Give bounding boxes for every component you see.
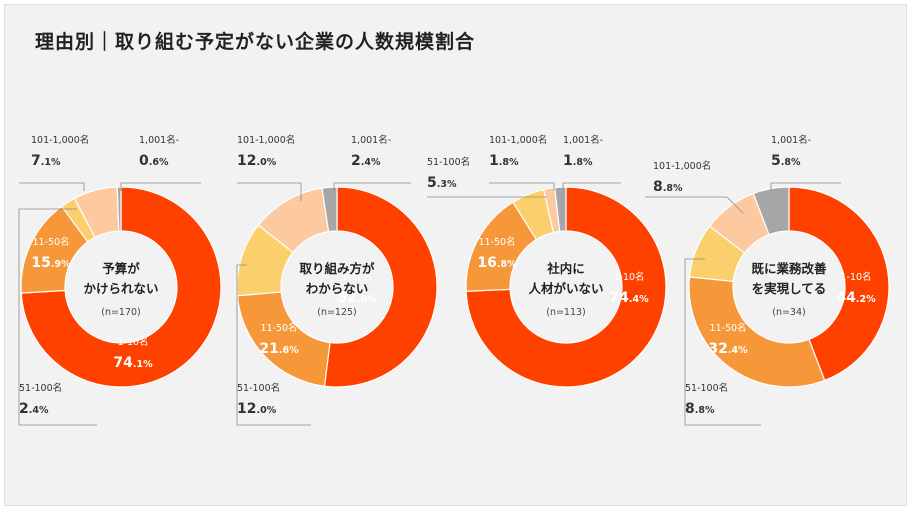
- category-label: 101-1,000名: [489, 134, 547, 146]
- page-title: 理由別｜取り組む予定がない企業の人数規模割合: [35, 31, 476, 53]
- category-label: 101-1,000名: [653, 160, 711, 172]
- category-label: 1,001名-: [563, 134, 603, 146]
- value-label: 2.4%: [351, 153, 381, 169]
- center-title: 取り組み方が: [299, 261, 375, 276]
- sample-size: (n=125): [317, 307, 357, 318]
- sample-size: (n=113): [546, 307, 586, 318]
- category-label: 1,001名-: [139, 134, 179, 146]
- category-label: 1-10名: [117, 336, 148, 348]
- donut-chart-2: 1-10名 52.0% 11-50名 21.6% 51-100名 12.0% 101-1,0…: [236, 134, 438, 426]
- donut-chart-1: 1-10名 74.1% 11-50名 15.9% 51-100名 2.4% 101-1,00…: [18, 134, 222, 426]
- leader-line: [237, 182, 302, 201]
- category-label: 51-100名: [19, 382, 62, 394]
- leader-line: [120, 182, 201, 191]
- center-title: かけられない: [83, 281, 158, 296]
- category-label: 1-10名: [341, 271, 372, 283]
- value-label: 8.8%: [653, 179, 683, 195]
- leader-line: [236, 264, 311, 426]
- category-label: 11-50名: [478, 236, 515, 248]
- slice-1-10名: [465, 186, 667, 388]
- value-label: 44.2%: [836, 290, 876, 306]
- chart-panel: 理由別｜取り組む予定がない企業の人数規模割合 1-10名 74.1% 11-50名 1…: [4, 4, 907, 506]
- value-label: 2.4%: [19, 401, 49, 417]
- slice-1,001名-: [116, 186, 122, 232]
- center-title: 既に業務改善: [751, 261, 827, 276]
- category-label: 1,001名-: [771, 134, 811, 146]
- category-label: 11-50名: [260, 322, 297, 334]
- category-label: 11-50名: [709, 322, 746, 334]
- leader-line: [684, 258, 761, 426]
- value-label: 15.9%: [31, 255, 71, 271]
- category-label: 1-10名: [613, 271, 644, 283]
- slice-11-50名: [688, 276, 826, 388]
- leader-line: [645, 196, 744, 214]
- value-label: 5.3%: [427, 175, 457, 191]
- sample-size: (n=34): [772, 307, 805, 318]
- category-label: 11-50名: [32, 236, 69, 248]
- category-label: 101-1,000名: [31, 134, 89, 146]
- value-label: 21.6%: [259, 341, 299, 357]
- leader-line: [489, 182, 555, 191]
- value-label: 52.0%: [337, 290, 377, 306]
- leader-line: [19, 182, 85, 191]
- center-title: 人材がいない: [528, 281, 603, 296]
- leader-line: [562, 182, 621, 191]
- center-title: わからない: [306, 281, 369, 296]
- category-label: 51-100名: [427, 156, 470, 168]
- value-label: 7.1%: [31, 153, 61, 169]
- donut-charts: 1-10名 74.1% 11-50名 15.9% 51-100名 2.4% 101-1,00…: [18, 134, 890, 426]
- slice-1,001名-: [554, 186, 567, 233]
- value-label: 8.8%: [685, 401, 715, 417]
- value-label: 1.8%: [563, 153, 593, 169]
- slice-1,001名-: [752, 186, 790, 236]
- value-label: 12.0%: [237, 153, 277, 169]
- sample-size: (n=170): [101, 307, 141, 318]
- slice-1,001名-: [321, 186, 338, 233]
- slice-11-50名: [236, 291, 331, 387]
- value-label: 74.1%: [113, 355, 153, 371]
- category-label: 1-10名: [840, 271, 871, 283]
- donut-chart-4: 1-10名 44.2% 11-50名 32.4% 51-100名 8.8% 101-1,00…: [645, 134, 890, 426]
- category-label: 51-100名: [685, 382, 728, 394]
- slice-1-10名: [20, 186, 222, 388]
- category-label: 101-1,000名: [237, 134, 295, 146]
- center-title: 予算が: [102, 261, 140, 276]
- leader-line: [770, 182, 841, 191]
- category-label: 1,001名-: [351, 134, 391, 146]
- center-title: 社内に: [546, 261, 585, 276]
- value-label: 1.8%: [489, 153, 519, 169]
- value-label: 0.6%: [139, 153, 169, 169]
- slice-1-10名: [323, 186, 438, 388]
- category-label: 51-100名: [237, 382, 280, 394]
- center-title: を実現してる: [752, 281, 827, 296]
- value-label: 74.4%: [609, 290, 649, 306]
- value-label: 16.8%: [477, 255, 517, 271]
- leader-line: [333, 182, 411, 191]
- slice-1-10名: [788, 186, 890, 382]
- leader-line: [18, 208, 97, 426]
- value-label: 32.4%: [708, 341, 748, 357]
- value-label: 5.8%: [771, 153, 801, 169]
- donut-chart-3: 1-10名 74.4% 11-50名 16.8% 51-100名 5.3% 101-1,00…: [427, 134, 667, 388]
- value-label: 12.0%: [237, 401, 277, 417]
